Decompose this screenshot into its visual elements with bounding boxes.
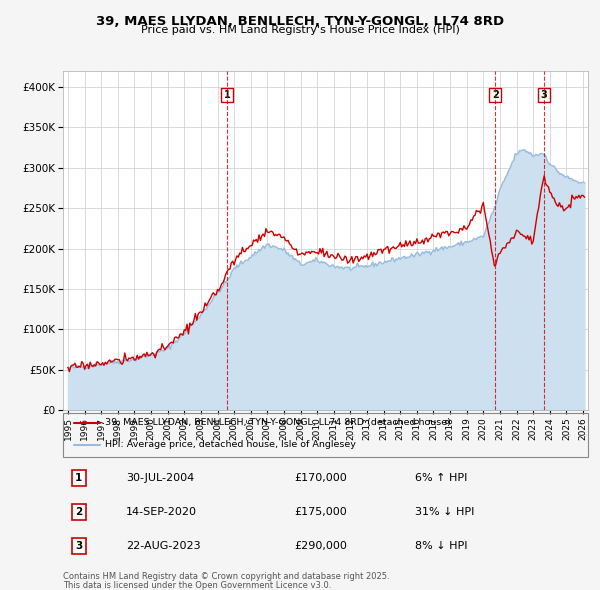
- Text: 6% ↑ HPI: 6% ↑ HPI: [415, 473, 467, 483]
- Text: 8% ↓ HPI: 8% ↓ HPI: [415, 541, 467, 551]
- Text: 1: 1: [224, 90, 230, 100]
- Text: 30-JUL-2004: 30-JUL-2004: [126, 473, 194, 483]
- Text: 14-SEP-2020: 14-SEP-2020: [126, 507, 197, 517]
- Text: Contains HM Land Registry data © Crown copyright and database right 2025.: Contains HM Land Registry data © Crown c…: [63, 572, 389, 581]
- Text: £170,000: £170,000: [294, 473, 347, 483]
- Text: 39, MAES LLYDAN, BENLLECH, TYN-Y-GONGL, LL74 8RD: 39, MAES LLYDAN, BENLLECH, TYN-Y-GONGL, …: [96, 15, 504, 28]
- Text: HPI: Average price, detached house, Isle of Anglesey: HPI: Average price, detached house, Isle…: [105, 440, 356, 450]
- Text: 39, MAES LLYDAN, BENLLECH, TYN-Y-GONGL, LL74 8RD (detached house): 39, MAES LLYDAN, BENLLECH, TYN-Y-GONGL, …: [105, 418, 451, 427]
- Text: 3: 3: [541, 90, 547, 100]
- Text: £290,000: £290,000: [294, 541, 347, 551]
- Text: Price paid vs. HM Land Registry's House Price Index (HPI): Price paid vs. HM Land Registry's House …: [140, 25, 460, 35]
- Text: 22-AUG-2023: 22-AUG-2023: [126, 541, 200, 551]
- Text: 1: 1: [75, 473, 82, 483]
- Text: £175,000: £175,000: [294, 507, 347, 517]
- Text: 2: 2: [492, 90, 499, 100]
- Text: 3: 3: [75, 541, 82, 551]
- Text: 31% ↓ HPI: 31% ↓ HPI: [415, 507, 474, 517]
- Text: This data is licensed under the Open Government Licence v3.0.: This data is licensed under the Open Gov…: [63, 581, 331, 590]
- Text: 2: 2: [75, 507, 82, 517]
